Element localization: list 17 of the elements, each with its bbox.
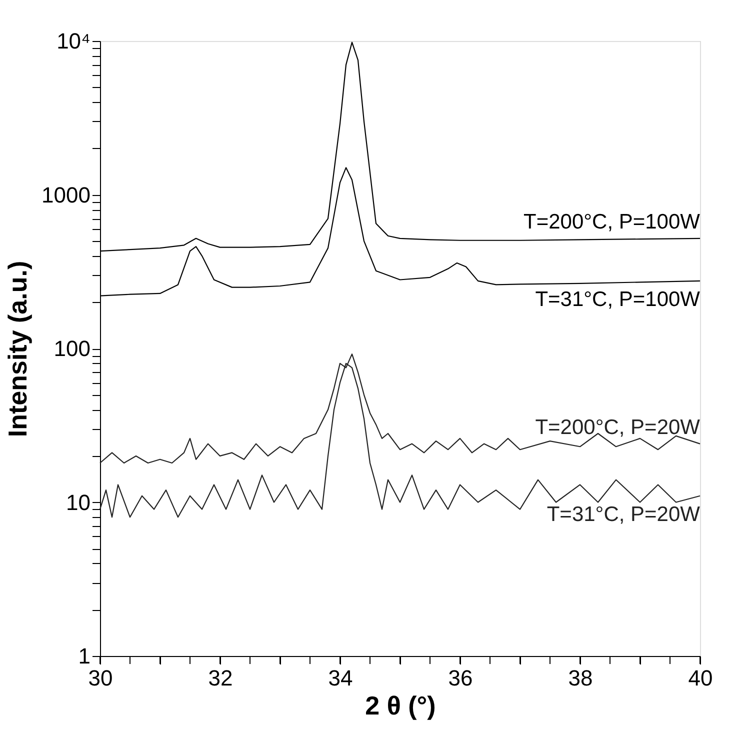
- series-label: T=31°C, P=100W: [535, 288, 700, 311]
- x-tick-label: 32: [208, 666, 233, 690]
- series-label: T=200°C, P=100W: [524, 210, 700, 234]
- series-label: T=200°C, P=20W: [535, 416, 700, 439]
- y-tick-label: 1000: [42, 182, 90, 208]
- x-tick-label: 34: [328, 666, 353, 690]
- x-axis-title: 2 θ (°): [365, 690, 436, 720]
- x-tick-label: 38: [568, 666, 593, 690]
- x-tick-label: 36: [448, 666, 473, 690]
- series-label: T=31°C, P=20W: [546, 502, 700, 526]
- y-tick-label: 10⁴: [56, 28, 90, 54]
- y-tick-label: 1: [78, 644, 90, 668]
- y-axis-title: Intensity (a.u.): [2, 260, 33, 438]
- x-tick-label: 30: [88, 666, 113, 690]
- x-tick-label: 40: [688, 666, 713, 690]
- y-tick-label: 100: [54, 336, 90, 361]
- y-tick-label: 10: [66, 490, 90, 515]
